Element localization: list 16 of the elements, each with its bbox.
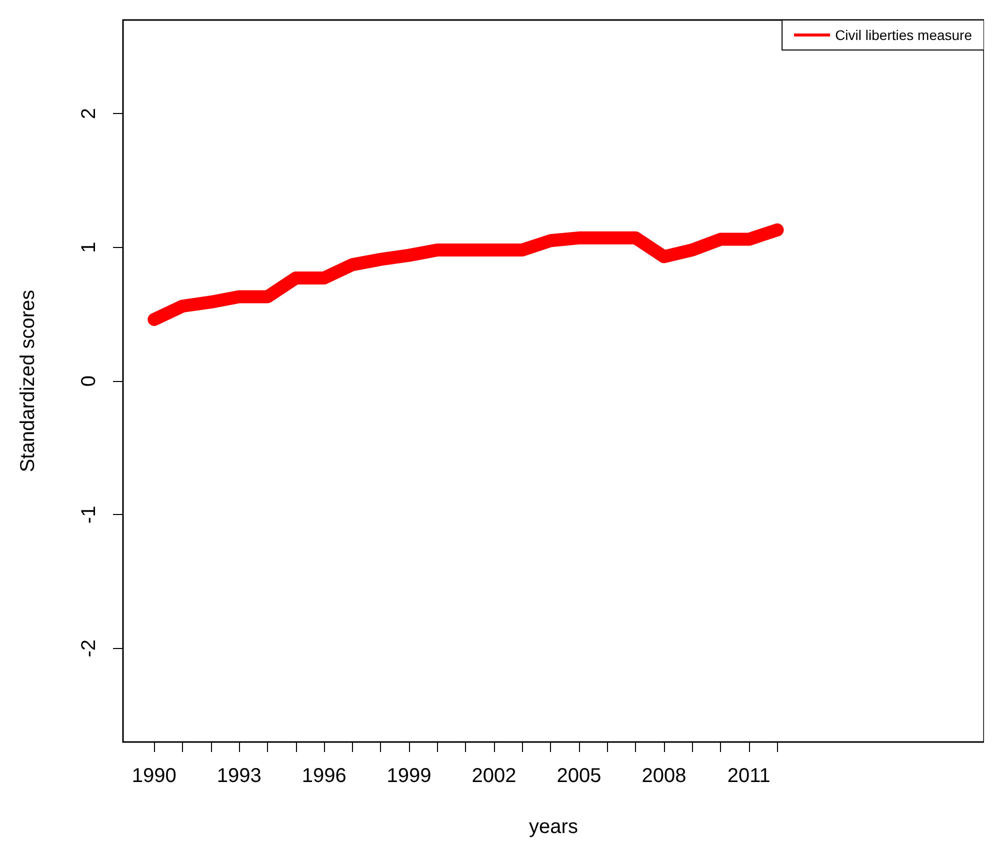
- x-tick-label: 2002: [472, 765, 516, 787]
- y-tick-label: -2: [78, 640, 100, 658]
- y-tick-label: 0: [78, 375, 100, 387]
- y-tick-label: 2: [78, 108, 100, 120]
- y-axis-title: Standardized scores: [17, 290, 39, 472]
- y-tick-label: -1: [78, 506, 100, 524]
- x-tick-label: 1993: [216, 765, 262, 787]
- y-tick-label: 1: [78, 242, 100, 253]
- x-tick-label: 2008: [642, 765, 686, 787]
- x-tick-label: 2011: [727, 765, 770, 787]
- x-tick-label: 1996: [302, 765, 346, 787]
- legend-label: Civil liberties measure: [835, 27, 972, 43]
- x-tick-label: 1990: [132, 765, 176, 787]
- x-tick-label: 1999: [386, 765, 432, 787]
- x-axis-title: years: [529, 816, 578, 838]
- x-tick-label: 2005: [556, 765, 602, 787]
